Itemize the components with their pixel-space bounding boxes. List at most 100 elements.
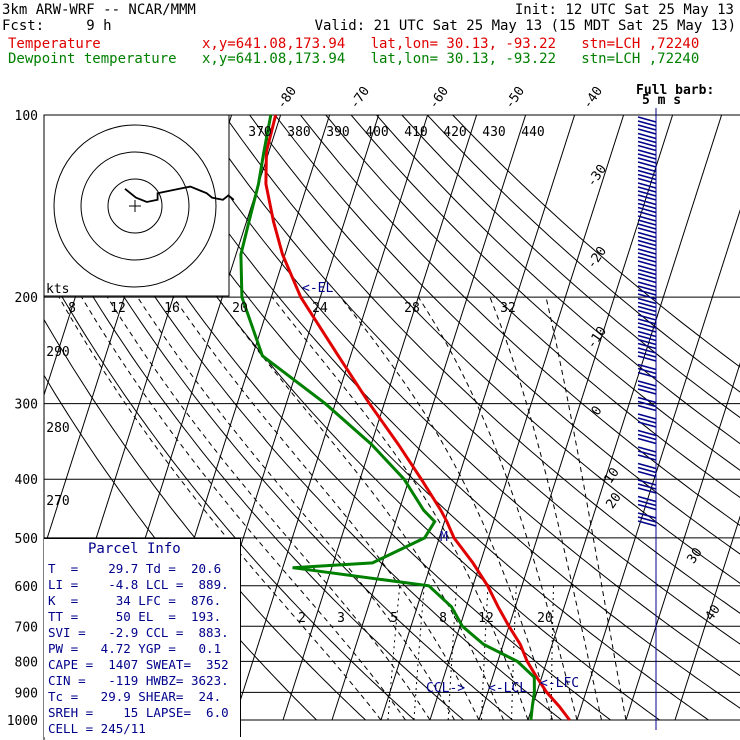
pressure-label: 800 [15,655,38,670]
dry-adiabat [71,115,611,721]
dry-adiabat [173,115,740,677]
dewpoint-trace [239,114,536,721]
forecast-hour: Fcst: 9 h [2,18,112,34]
wind-barb [637,132,657,140]
theta-label: 410 [404,125,427,140]
theta-left-label: 280 [46,421,69,436]
theta-label: 400 [365,125,388,140]
dry-adiabat [300,115,740,527]
mixing-ratio-line [387,585,401,721]
wind-barb [637,309,657,317]
parcel-info-row: Tc = 29.9 SHEAR= 24. [48,689,222,704]
wind-barb [637,318,657,325]
mixing-ratio-line [413,585,425,721]
isotherm-label: -10 [584,324,610,352]
dry-adiabat [325,115,740,499]
init-time: Init: 12 UTC Sat 25 May 13 [514,2,734,18]
wind-barb [637,363,657,371]
dry-adiabat [401,115,740,419]
dry-adiabat [350,115,740,471]
wind-barb [637,334,657,342]
wind-barb [637,120,657,127]
wind-barb [637,429,657,437]
dewpoint-location: x,y=641.08,173.94 lat,lon= 30.13, -93.22… [202,51,700,67]
wind-barb [637,322,657,329]
wind-barb [637,483,657,490]
wind-barb [637,264,657,272]
wind-barb [637,404,657,412]
dry-adiabat [274,115,740,555]
wind-barb [637,252,657,259]
dry-adiabat [147,115,740,709]
wind-barb [637,417,657,424]
wind-barb [637,169,657,177]
pressure-label: 100 [15,109,38,124]
mixing-ratio-label: 2 [298,611,306,626]
theta-label: 440 [521,125,544,140]
mixing-ratio-label: 12 [478,611,494,626]
isotherm [429,115,625,721]
wind-barb [637,367,657,375]
isotherm-label: -40 [580,84,606,112]
wind-barb [637,487,657,494]
wind-barb [637,206,657,214]
wind-barb [637,380,657,387]
parcel-info-row: CIN = -119 HWBZ= 3623. [48,673,229,688]
dry-adiabat [223,115,740,614]
hodograph-ring-label: 20 [232,301,248,316]
wind-barb [637,446,657,453]
wind-barb [637,330,657,338]
wind-barb [637,140,657,148]
wind-barb [637,157,657,164]
wind-barb [637,235,657,243]
wind-barb [637,128,657,135]
parcel-info-row: T = 29.7 Td = 20.6 [48,561,222,576]
wind-barb [637,243,657,251]
wind-barb [637,202,657,210]
wind-barb [637,297,657,305]
ccl-marker: CCL-> [426,681,465,696]
pressure-label: 600 [15,580,38,595]
wind-barb [637,516,657,523]
wind-barb [637,268,657,276]
parcel-info-row: SREH = 15 LAPSE= 6.0 [48,705,229,720]
pressure-label: 900 [15,686,38,701]
wind-barb [637,301,657,309]
hodograph-ring-label: 24 [312,301,328,316]
wind-barb [637,293,657,300]
wind-barb [637,470,657,478]
dry-adiabat [249,115,740,584]
wind-barb [637,342,657,350]
isotherm-label: -30 [584,162,610,190]
wind-barb [637,256,657,263]
wind-barb [637,503,657,511]
dewpoint-legend: Dewpoint temperature [8,51,177,67]
isotherm [674,515,740,721]
wind-barb [637,190,657,197]
pressure-label: 200 [15,291,38,306]
wind-barb [637,219,657,226]
wind-barb [637,153,657,160]
hodograph-ring-label: 16 [164,301,180,316]
isotherm [625,362,740,721]
wind-barb [637,413,657,420]
wind-barb [637,338,657,346]
wind-barb [637,116,657,123]
hodograph-ring [80,151,190,261]
wind-barb [637,223,657,230]
isotherm [331,115,527,721]
pressure-label: 300 [15,398,38,413]
wind-barb [637,462,657,470]
dry-adiabat [44,159,513,721]
wind-barb [637,173,657,181]
mixing-ratio-line [511,585,517,721]
theta-label: 430 [482,125,505,140]
model-title: 3km ARW-WRF -- NCAR/MMM [2,2,196,18]
isotherm [576,208,740,721]
isotherm-label: 30 [684,545,705,566]
hodograph-units: kts [46,282,69,297]
wind-barb [637,182,657,189]
theta-left-label: 290 [46,345,69,360]
wind-barb [637,161,657,168]
